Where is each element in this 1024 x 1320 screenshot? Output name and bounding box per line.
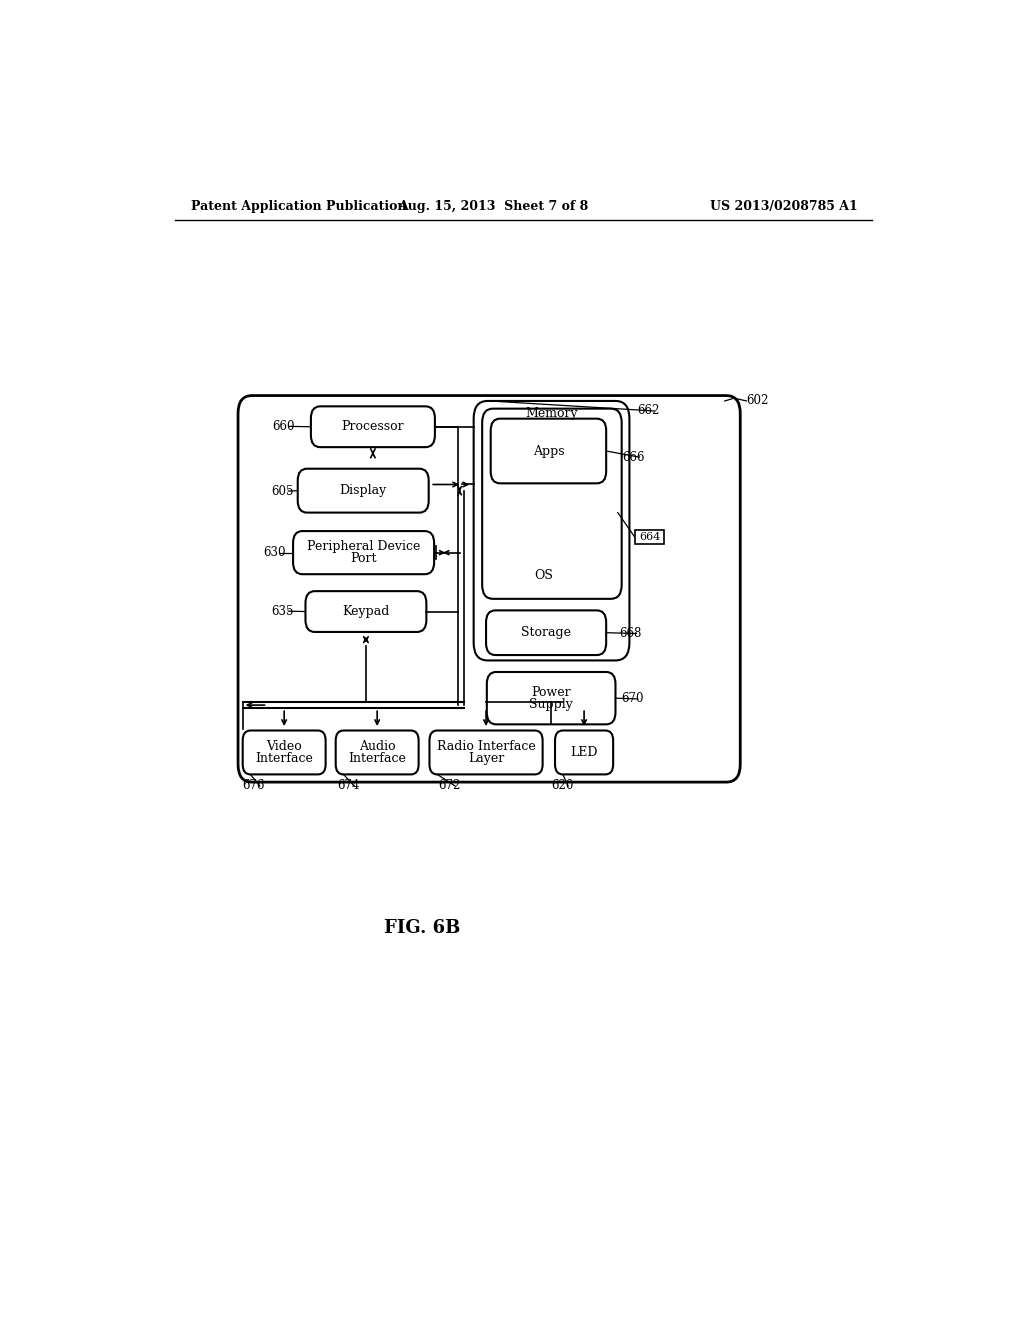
Text: 662: 662 <box>637 404 659 417</box>
Text: 666: 666 <box>623 450 645 463</box>
Text: LED: LED <box>570 746 598 759</box>
FancyBboxPatch shape <box>490 418 606 483</box>
Text: Audio: Audio <box>358 739 395 752</box>
Text: OS: OS <box>535 569 554 582</box>
Text: Video: Video <box>266 739 302 752</box>
Text: 660: 660 <box>272 420 295 433</box>
FancyBboxPatch shape <box>293 531 434 574</box>
Text: Patent Application Publication: Patent Application Publication <box>191 199 407 213</box>
Text: 635: 635 <box>271 605 294 618</box>
Text: Radio Interface: Radio Interface <box>436 739 536 752</box>
Text: Port: Port <box>350 552 377 565</box>
FancyBboxPatch shape <box>238 396 740 781</box>
FancyBboxPatch shape <box>311 407 435 447</box>
FancyBboxPatch shape <box>482 409 622 599</box>
FancyBboxPatch shape <box>555 730 613 775</box>
Text: Interface: Interface <box>255 752 313 766</box>
Text: 620: 620 <box>551 779 573 792</box>
Text: Power: Power <box>531 685 571 698</box>
Text: Display: Display <box>340 484 387 498</box>
Text: Storage: Storage <box>521 626 571 639</box>
Text: 674: 674 <box>337 779 359 792</box>
Text: 664: 664 <box>639 532 660 543</box>
Text: Keypad: Keypad <box>342 605 389 618</box>
Text: Memory: Memory <box>525 407 578 420</box>
FancyBboxPatch shape <box>486 610 606 655</box>
Text: Aug. 15, 2013  Sheet 7 of 8: Aug. 15, 2013 Sheet 7 of 8 <box>398 199 588 213</box>
Text: 605: 605 <box>271 484 294 498</box>
FancyBboxPatch shape <box>305 591 426 632</box>
Text: US 2013/0208785 A1: US 2013/0208785 A1 <box>711 199 858 213</box>
Text: FIG. 6B: FIG. 6B <box>384 920 461 937</box>
Text: 676: 676 <box>243 779 265 792</box>
Text: Interface: Interface <box>348 752 407 766</box>
Bar <box>635 531 665 544</box>
Text: 672: 672 <box>438 779 461 792</box>
Text: Peripheral Device: Peripheral Device <box>307 540 420 553</box>
Text: Supply: Supply <box>529 698 573 711</box>
FancyBboxPatch shape <box>486 672 615 725</box>
Text: 670: 670 <box>621 693 643 705</box>
FancyBboxPatch shape <box>336 730 419 775</box>
Text: 668: 668 <box>620 627 642 640</box>
FancyBboxPatch shape <box>298 469 429 512</box>
FancyBboxPatch shape <box>243 730 326 775</box>
Text: 602: 602 <box>746 395 769 408</box>
FancyBboxPatch shape <box>474 401 630 660</box>
FancyBboxPatch shape <box>429 730 543 775</box>
Text: Apps: Apps <box>532 445 564 458</box>
Text: 630: 630 <box>263 546 286 560</box>
Text: Processor: Processor <box>342 420 404 433</box>
Text: Layer: Layer <box>468 752 504 766</box>
